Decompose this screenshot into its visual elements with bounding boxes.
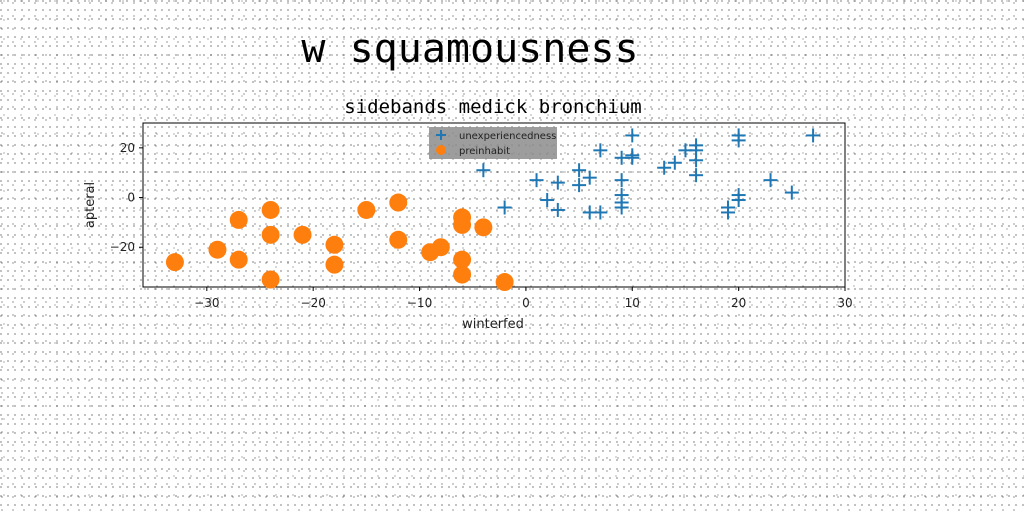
circle-point	[453, 208, 472, 227]
plus-point	[689, 168, 704, 183]
circle-point	[325, 235, 344, 254]
plus-point	[784, 185, 799, 200]
plus-point	[721, 205, 735, 220]
plus-point	[572, 163, 587, 178]
circle-point	[389, 230, 408, 249]
plus-point	[497, 200, 512, 215]
circle-point	[293, 225, 312, 244]
circle-point	[325, 255, 344, 274]
plus-point	[731, 133, 746, 148]
plus-point	[689, 153, 704, 168]
circle-point	[495, 273, 514, 292]
data-points	[165, 128, 821, 292]
legend-label: preinhabit	[459, 146, 510, 157]
chart-title: sidebands medick bronchium	[344, 96, 641, 118]
y-tick-label: −20	[110, 240, 135, 254]
plus-point	[476, 163, 491, 178]
legend: unexperiencedness preinhabit	[429, 127, 557, 159]
circle-point	[208, 240, 227, 259]
circle-point	[453, 250, 472, 269]
plus-point	[550, 175, 565, 190]
plus-point	[572, 178, 587, 193]
page-title: w squamousness	[301, 26, 639, 72]
legend-circle-icon	[436, 145, 446, 155]
x-tick-label: −10	[407, 296, 432, 310]
plus-point	[657, 160, 672, 175]
plus-point	[582, 170, 597, 185]
x-tick-label: 0	[522, 296, 530, 310]
circle-point	[165, 253, 184, 272]
plus-point	[625, 150, 640, 165]
y-tick-label: 0	[127, 191, 135, 205]
circle-point	[261, 270, 280, 289]
x-tick-label: −30	[194, 296, 219, 310]
plus-point	[625, 128, 640, 143]
circle-point	[453, 265, 472, 284]
y-axis-label: apteral	[83, 182, 98, 228]
plus-point	[806, 128, 821, 143]
circle-point	[229, 250, 248, 269]
plus-point	[593, 205, 608, 220]
plus-point	[667, 155, 682, 170]
circle-point	[229, 210, 248, 229]
circle-point	[474, 218, 493, 237]
circle-point	[261, 200, 280, 219]
plus-point	[763, 173, 778, 188]
plus-point	[731, 193, 746, 208]
plus-point	[550, 202, 565, 217]
x-tick-label: 30	[837, 296, 852, 310]
circle-point	[389, 193, 408, 212]
legend-label: unexperiencedness	[459, 131, 556, 142]
circle-point	[431, 238, 450, 257]
circle-point	[261, 225, 280, 244]
plus-point	[614, 200, 629, 215]
x-axis-label: winterfed	[462, 317, 524, 332]
plot-area	[142, 122, 846, 288]
plus-point	[593, 143, 608, 158]
x-tick-label: 20	[731, 296, 746, 310]
legend-box	[429, 127, 557, 159]
plus-point	[540, 193, 555, 208]
x-tick-label: −20	[301, 296, 326, 310]
plus-point	[614, 173, 629, 188]
circle-point	[357, 200, 376, 219]
plus-point	[529, 173, 544, 188]
legend-plus-icon	[436, 130, 446, 140]
x-tick-label: 10	[625, 296, 640, 310]
y-tick-label: 20	[120, 141, 135, 155]
axis-ticks: −30 −20 −10 0 10 20 30 −20 0 20	[110, 141, 853, 310]
